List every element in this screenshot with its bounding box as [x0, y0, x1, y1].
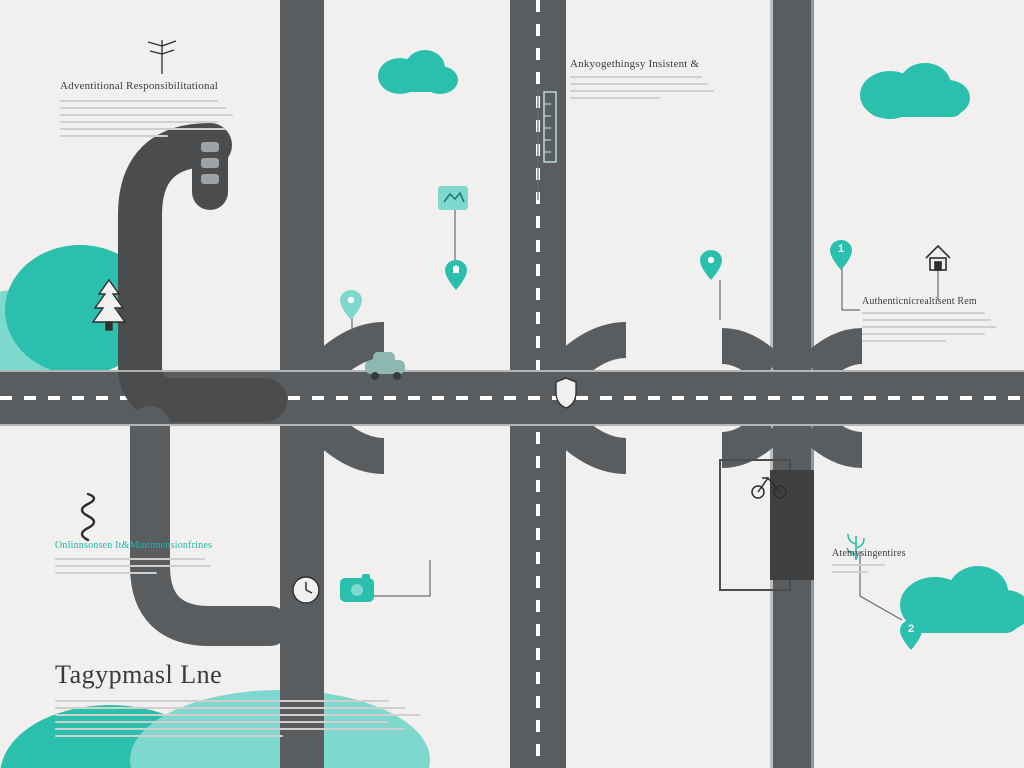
lines-top-left	[60, 100, 233, 142]
heading-bottom-right: Atemysingentires	[832, 548, 906, 559]
lines-top-mid	[570, 76, 714, 104]
pin-2-label: 2	[900, 623, 922, 635]
clock-icon	[293, 577, 319, 603]
camera-icon	[340, 574, 374, 602]
heading-mid-left-teal: Onlinnsonsen It&Mintimensionfrines	[55, 540, 212, 551]
lines-mid-left	[55, 558, 211, 579]
infographic-stage: { "canvas": { "w": 1024, "h": 768, "bg":…	[0, 0, 1024, 768]
pin-c	[700, 250, 722, 280]
lines-bottom-right	[832, 564, 885, 578]
lines-mid-right	[862, 312, 996, 347]
pin-1: 1	[830, 240, 852, 270]
signpost-icon	[148, 40, 176, 74]
pin-a	[340, 290, 362, 320]
lines-title	[55, 700, 420, 742]
pin-2: 2	[900, 620, 922, 650]
pin-1-label: 1	[830, 243, 852, 255]
heading-mid-right: Authenticnicrealtisent Rem	[862, 296, 977, 307]
shield-icon	[556, 378, 576, 408]
heading-top-mid: Ankyogethingsy Insistent &	[570, 58, 699, 70]
main-title: Tagypmasl Lne	[55, 660, 222, 690]
sign-icon	[438, 186, 468, 210]
house-icon	[926, 246, 950, 270]
cloud-top-right	[860, 63, 970, 119]
squiggle-icon	[82, 494, 94, 540]
heading-top-left: Adventitional Responsibilitational	[60, 80, 218, 92]
pin-b	[445, 260, 467, 290]
cloud-top-left	[378, 50, 458, 94]
